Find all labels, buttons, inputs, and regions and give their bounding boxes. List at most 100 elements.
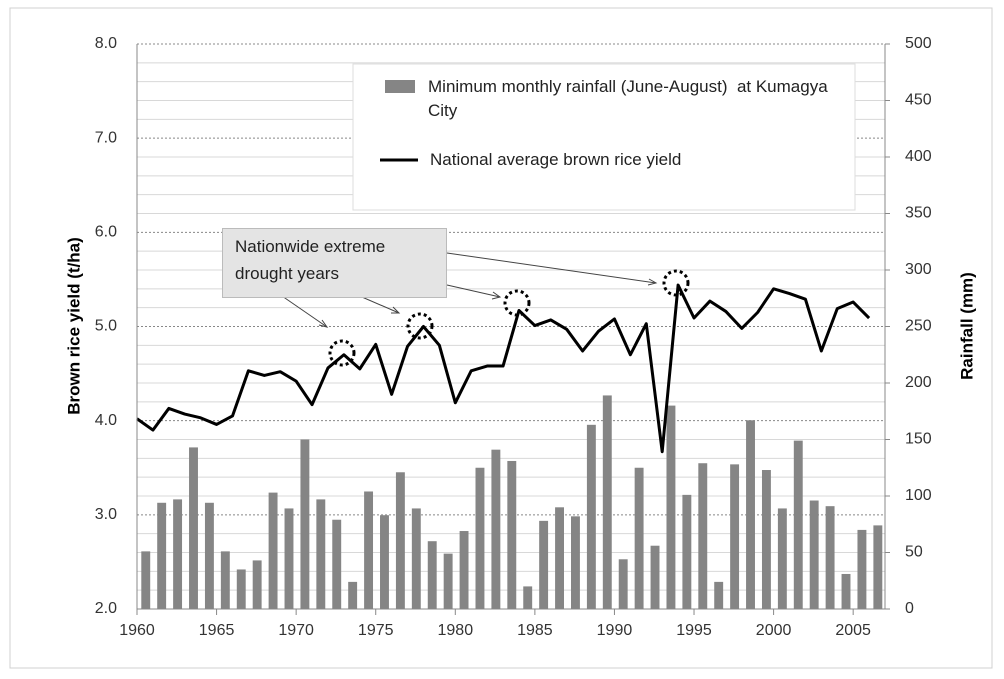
legend-box [352,63,856,211]
y2-axis-title: Rainfall (mm) [957,272,976,380]
y2-tick-label: 50 [905,544,923,561]
legend-label: Minimum monthly rainfall (June-August) a… [428,77,833,120]
bar [268,492,278,609]
y-tick-label: 2.0 [95,600,117,617]
y2-tick-label: 100 [905,487,932,504]
bar [380,515,389,609]
legend-label: National average brown rice yield [430,150,682,169]
bar [539,520,549,609]
annotation: Nationwide extreme drought years [222,228,447,298]
arrowhead [318,319,329,328]
bar [300,439,310,609]
bar [220,551,230,609]
bar [316,499,326,609]
bar [523,586,533,609]
legend-swatch-bar [385,80,415,93]
x-tick-label: 1965 [199,622,235,639]
arrow [446,252,657,284]
bar [698,463,708,609]
bar [761,470,771,609]
bar [873,525,883,609]
bar [714,581,724,609]
arrow [446,284,501,298]
bar [793,440,803,609]
y2-tick-label: 400 [905,148,932,165]
bar [475,467,485,609]
y-tick-label: 7.0 [95,129,117,146]
arrowhead [647,278,658,286]
bar [332,519,342,609]
arrowhead [391,306,401,314]
bar [348,581,358,609]
bar [443,553,453,609]
arrowhead [491,291,502,300]
drought-circle [662,269,690,297]
y-tick-label: 3.0 [95,506,117,523]
annotation-arrows [281,252,658,328]
bar [857,529,867,609]
x-tick-label: 1980 [438,622,474,639]
bar [507,460,517,609]
y-tick-label: 8.0 [95,35,117,52]
bars [141,395,883,609]
y2-tick-label: 450 [905,92,932,109]
y-tick-label: 4.0 [95,412,117,429]
lines [136,283,871,454]
bar [173,499,183,609]
bar [427,541,437,609]
bar [730,464,740,609]
y2-tick-label: 150 [905,431,932,448]
arrow [281,295,328,328]
bar [682,494,692,609]
x-tick-label: 2005 [835,622,871,639]
bar [777,508,787,609]
x-tick-label: 1995 [676,622,712,639]
bar [666,405,676,609]
x-tick-label: 1985 [517,622,553,639]
drought-circles [328,269,690,367]
bar [570,516,580,609]
bar [746,420,755,609]
x-tick-label: 1970 [278,622,314,639]
y2-tick-label: 200 [905,374,932,391]
bar [650,545,660,609]
y-tick-label: 5.0 [95,318,117,335]
y2-tick-label: 350 [905,205,932,222]
bar [825,506,835,609]
x-tick-label: 1975 [358,622,394,639]
bar [586,424,596,609]
bar [459,531,469,609]
drought-circle [406,312,434,340]
y2-tick-label: 0 [905,600,914,617]
bar [189,447,198,609]
y2-tick-label: 300 [905,261,932,278]
drought-circle [328,339,356,367]
bar [411,508,421,609]
y2-tick-label: 250 [905,318,932,335]
x-tick-label: 1990 [597,622,633,639]
x-tick-label: 1960 [119,622,155,639]
bar [841,573,851,609]
bar [157,502,167,609]
bar [395,472,405,609]
x-tick-label: 2000 [756,622,792,639]
bar [555,507,564,609]
bar [618,559,628,609]
frame [9,7,993,669]
y2-tick-label: 500 [905,35,932,52]
line [136,283,871,454]
bar [809,500,819,609]
y-tick-label: 6.0 [95,224,117,241]
y-axis-title: Brown rice yield (t/ha) [64,237,83,415]
bar [236,569,246,609]
bar [252,560,262,609]
bar [204,502,214,609]
bar [141,551,151,609]
bar [491,449,501,609]
drought-circle [503,289,531,317]
bar [284,508,294,609]
bar [602,395,612,609]
bar [634,467,644,609]
